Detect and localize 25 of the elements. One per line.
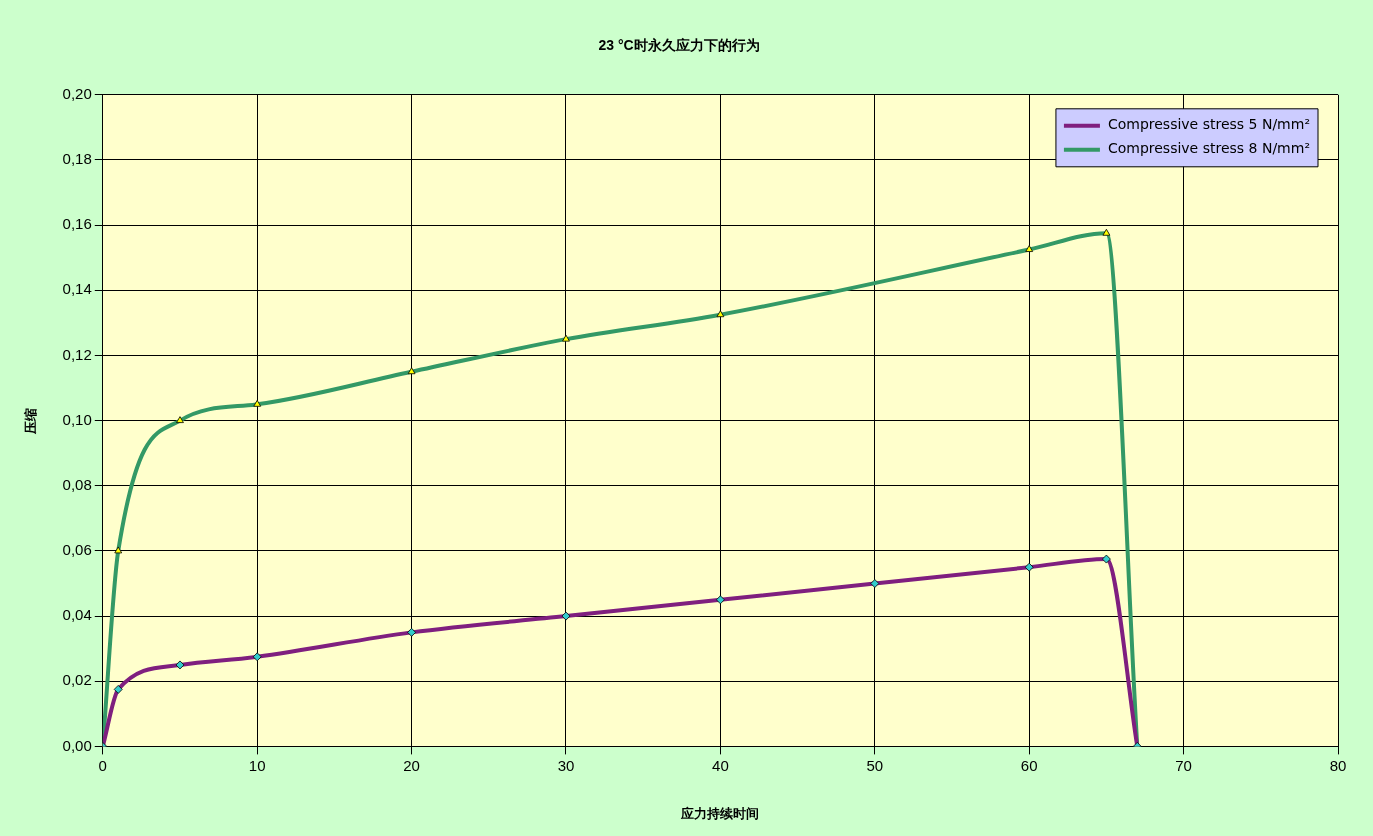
y-tick-label: 0,06 xyxy=(62,541,92,559)
y-tick-label: 0,10 xyxy=(62,410,92,428)
y-tick-label: 0,00 xyxy=(62,736,92,754)
y-tick-label: 0,20 xyxy=(62,84,92,102)
x-tick-label: 0 xyxy=(98,756,107,774)
x-tick-label: 30 xyxy=(557,756,575,774)
y-tick-label: 0,08 xyxy=(62,475,92,493)
y-tick-label: 0,14 xyxy=(62,280,92,298)
y-tick-label: 0,18 xyxy=(62,150,92,168)
y-tick-label: 0,12 xyxy=(62,345,92,363)
x-tick-label: 40 xyxy=(712,756,729,774)
legend-label: Compressive stress 5 N/mm² xyxy=(1107,116,1311,133)
chart-title: 23 °C时永久应力下的行为 xyxy=(598,37,760,54)
x-tick-label: 80 xyxy=(1329,756,1347,774)
x-tick-label: 60 xyxy=(1020,756,1038,774)
y-tick-label: 0,04 xyxy=(62,606,92,624)
x-tick-label: 50 xyxy=(866,756,884,774)
x-axis-title: 应力持续时间 xyxy=(680,805,760,821)
y-axis-title: 压缩 xyxy=(23,407,39,435)
x-tick-label: 20 xyxy=(403,756,420,774)
y-tick-label: 0,16 xyxy=(62,215,92,233)
x-tick-label: 70 xyxy=(1175,756,1192,774)
legend-label: Compressive stress 8 N/mm² xyxy=(1107,140,1311,157)
x-tick-label: 10 xyxy=(248,756,266,774)
y-tick-label: 0,02 xyxy=(62,671,92,689)
